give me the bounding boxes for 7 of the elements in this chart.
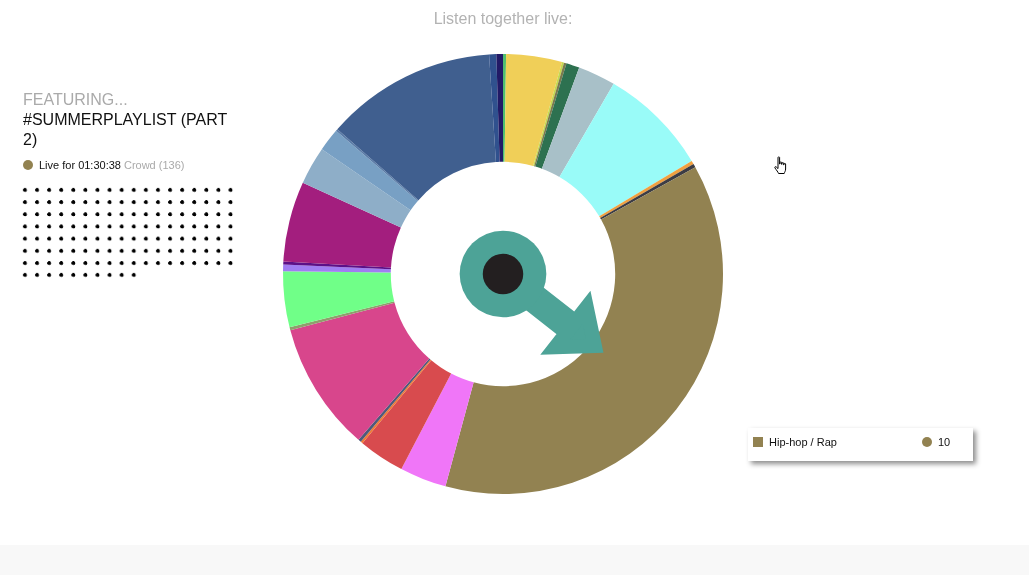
legend-label: Hip-hop / Rap xyxy=(769,435,837,449)
data-label: 10 xyxy=(938,435,951,449)
text: Live for 01:30:38 xyxy=(39,159,121,171)
text: FEATURING... xyxy=(23,90,129,110)
text: Crowd (136) xyxy=(123,159,185,171)
text: #SUMMERPLAYLIST (PART 2) xyxy=(23,110,228,150)
chart-title: Listen together live: xyxy=(432,9,574,29)
